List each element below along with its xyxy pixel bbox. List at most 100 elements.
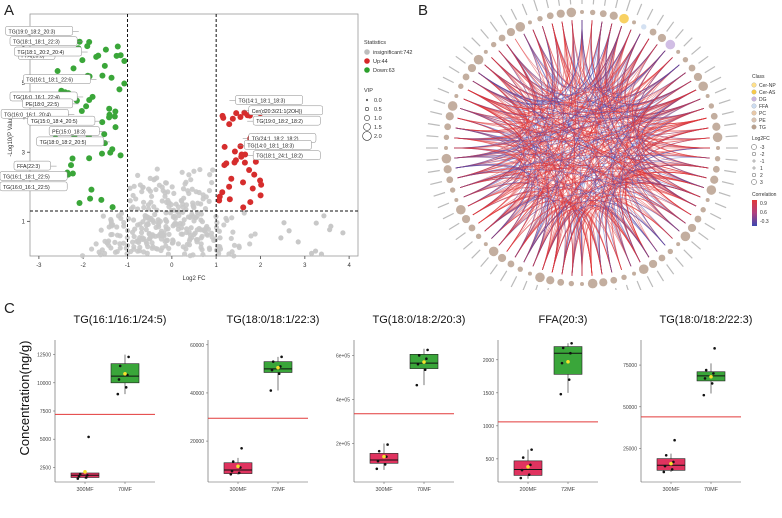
chord-node — [712, 165, 720, 173]
data-point — [124, 386, 128, 389]
chord-node — [515, 22, 526, 32]
insignificant-point — [186, 242, 193, 248]
data-point — [280, 355, 283, 359]
mean-marker — [709, 374, 713, 379]
node-label-mark — [691, 241, 702, 250]
data-point — [271, 360, 275, 363]
insignificant-point — [117, 245, 123, 251]
correlation-link — [611, 108, 704, 270]
label-box — [244, 140, 312, 150]
x-tick-label: 70MF — [118, 487, 133, 493]
insignificant-point — [158, 247, 164, 254]
mean-marker — [566, 359, 570, 364]
vip-size-label: 1.5 — [374, 125, 382, 131]
up-point — [226, 121, 233, 128]
correlation-link — [460, 177, 559, 273]
data-point — [118, 364, 122, 368]
label-box — [252, 150, 321, 160]
label-box — [23, 74, 91, 84]
data-point — [663, 464, 667, 468]
up-point — [247, 199, 254, 206]
insignificant-point — [191, 168, 197, 174]
insignificant-point — [114, 224, 120, 230]
insignificant-point — [198, 217, 204, 223]
correlation-link — [453, 147, 522, 207]
chord-node — [708, 103, 715, 109]
node-label-mark — [636, 280, 642, 290]
correlation-link — [460, 174, 529, 232]
insignificant-point — [110, 222, 116, 228]
chord-node — [676, 242, 681, 247]
y-tick-label: 60000 — [190, 343, 204, 349]
correlation-link — [561, 20, 576, 275]
class-label: Cer-AS — [759, 90, 776, 96]
node-label-mark — [721, 181, 734, 186]
down-point — [106, 105, 113, 112]
insignificant-point — [229, 249, 235, 255]
up-point — [237, 114, 244, 121]
node-label-mark — [615, 0, 619, 9]
node-label-mark — [442, 76, 454, 84]
correlation-link — [617, 137, 710, 267]
down-point — [117, 152, 124, 159]
boxplot-chart: 500 1000 1500 2000 200MF 72MF — [483, 340, 598, 493]
point-label: TG(16:0_16:1_20:4) — [4, 112, 51, 118]
chord-node — [527, 271, 532, 276]
insignificant-point — [96, 249, 102, 255]
down-point — [109, 146, 116, 153]
insignificant-point — [189, 211, 195, 217]
insignificant-point — [198, 241, 204, 247]
insignificant-point — [206, 187, 213, 194]
insignificant-point — [223, 215, 229, 221]
insignificant-point — [153, 245, 159, 252]
down-point — [116, 86, 123, 93]
insignificant-point — [121, 223, 127, 229]
point-label: PE(18:0_22:5) — [26, 102, 60, 108]
boxplot-chart: 2500 5000 7500 10000 12500 300MF 70MF — [37, 340, 155, 493]
node-label-mark — [480, 257, 489, 268]
down-point — [98, 196, 105, 203]
down-point — [76, 200, 83, 207]
insignificant-point — [135, 172, 141, 178]
insignificant-point — [140, 249, 147, 255]
insignificant-point — [135, 206, 141, 212]
data-point — [425, 357, 428, 361]
correlation-link — [571, 72, 686, 276]
point-label: FFA(22:3) — [17, 164, 40, 170]
correlation-link — [478, 72, 701, 119]
insignificant-point — [163, 180, 169, 186]
label-box — [14, 46, 82, 57]
insignificant-point — [140, 199, 147, 205]
insignificant-point — [328, 223, 334, 229]
chord-node — [587, 278, 598, 289]
down-point — [121, 80, 128, 87]
chord-node — [619, 13, 629, 24]
chord-node — [599, 10, 607, 18]
correlation-link — [453, 147, 613, 273]
chord-node — [566, 7, 577, 18]
chord-node — [665, 39, 676, 50]
node-label-mark — [683, 249, 693, 259]
data-point — [670, 468, 674, 471]
correlation-link — [472, 191, 603, 275]
node-label-mark — [714, 87, 727, 94]
data-point — [386, 443, 389, 446]
chord-node — [657, 33, 667, 43]
up-point — [233, 110, 240, 117]
class-swatch — [751, 117, 757, 123]
data-point — [417, 354, 421, 357]
point-label: TG(24:1_18:2_18:2) — [252, 136, 299, 142]
correlation-link — [561, 38, 650, 275]
chord-node — [705, 93, 710, 98]
node-label-mark — [455, 55, 466, 64]
chord-node — [632, 271, 637, 276]
point-label: TG(15:0_18:4_20:5) — [31, 119, 78, 125]
chord-node — [445, 112, 454, 121]
label-box — [0, 171, 68, 181]
insignificant-point — [286, 228, 292, 234]
insignificant-point — [278, 235, 284, 241]
chord-node — [599, 278, 608, 287]
correlation-link — [460, 137, 710, 188]
x-tick-label: -1 — [125, 263, 131, 269]
legend-swatch — [364, 67, 370, 73]
